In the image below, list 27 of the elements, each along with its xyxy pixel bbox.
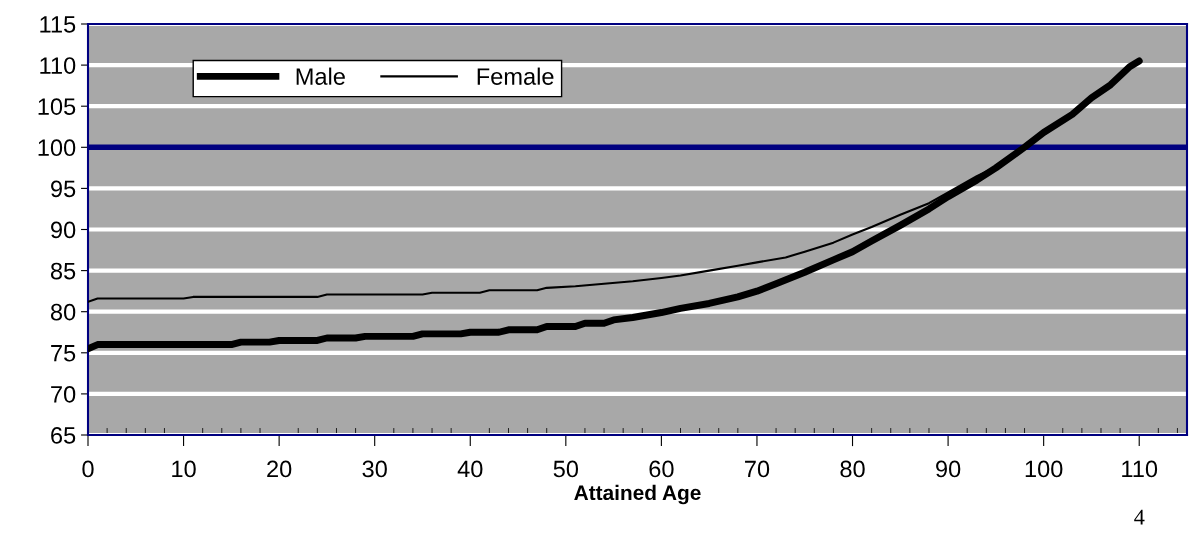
y-tick-label: 85 bbox=[50, 262, 76, 280]
x-tick-label: 40 bbox=[457, 460, 483, 478]
y-tick-label: 115 bbox=[40, 16, 76, 33]
x-tick-label: 90 bbox=[936, 460, 961, 478]
y-tick-label: 70 bbox=[51, 385, 76, 403]
y-tick-label: 65 bbox=[51, 427, 76, 444]
legend-label: Female bbox=[477, 67, 554, 85]
x-tick-label: 0 bbox=[82, 460, 94, 478]
x-tick-label: 80 bbox=[840, 460, 865, 478]
x-tick-label: 20 bbox=[267, 460, 292, 478]
y-tick-label: 90 bbox=[51, 221, 76, 239]
legend-label: Male bbox=[296, 67, 345, 85]
x-tick-label: 60 bbox=[649, 460, 674, 478]
text: 4 bbox=[1134, 509, 1145, 525]
x-tick-label: 110 bbox=[1122, 460, 1158, 478]
x-axis-title: Attained Age bbox=[574, 484, 701, 505]
y-tick-label: 80 bbox=[50, 303, 76, 321]
y-tick-label: 100 bbox=[38, 139, 76, 157]
x-tick-label: 10 bbox=[172, 460, 196, 478]
y-tick-label: 105 bbox=[38, 98, 76, 115]
y-tick-label: 110 bbox=[40, 57, 76, 74]
y-tick-label: 75 bbox=[51, 345, 76, 362]
x-tick-label: 30 bbox=[362, 460, 387, 478]
x-tick-label: 70 bbox=[745, 460, 770, 478]
y-tick-label: 95 bbox=[51, 180, 76, 198]
x-tick-label: 50 bbox=[553, 460, 579, 478]
x-tick-label: 100 bbox=[1025, 460, 1063, 478]
